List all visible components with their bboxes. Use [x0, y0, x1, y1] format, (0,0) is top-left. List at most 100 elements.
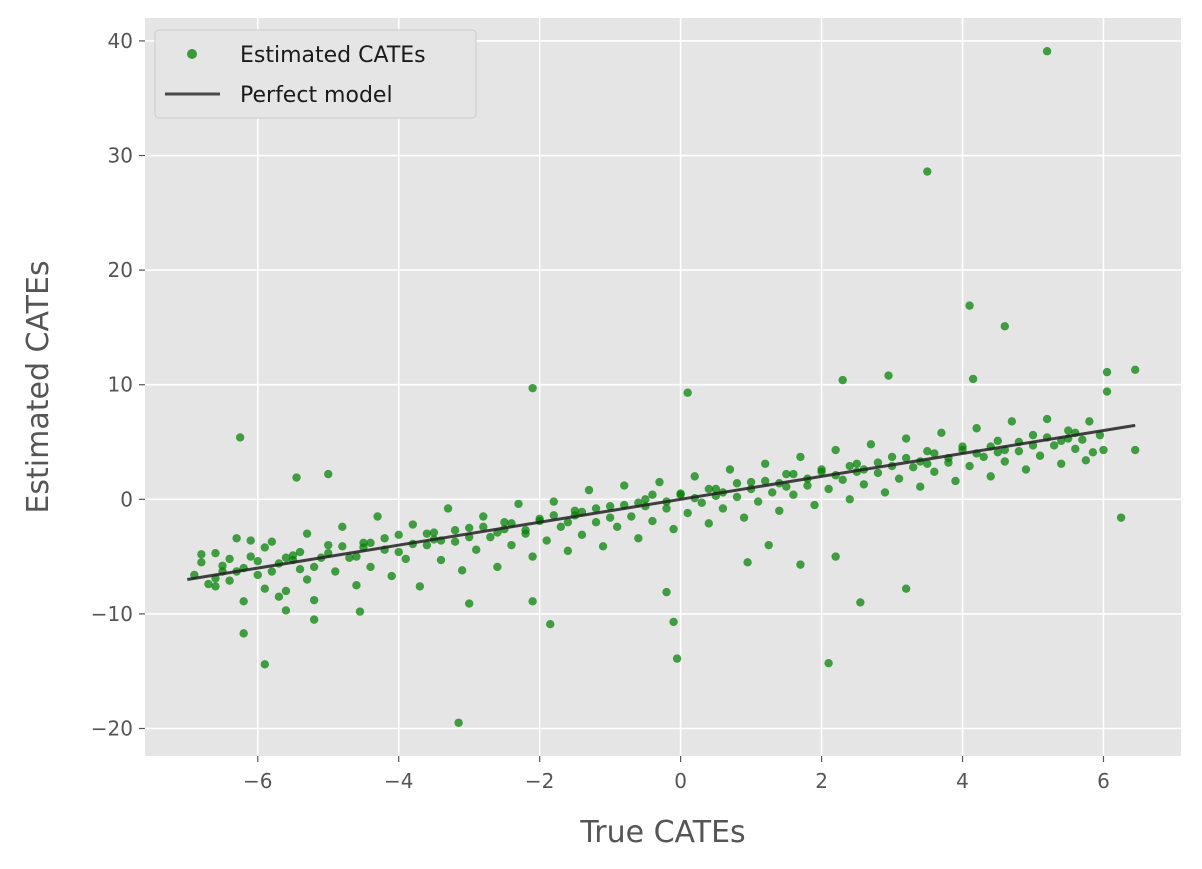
scatter-point: [901, 453, 911, 463]
scatter-point: [387, 571, 396, 581]
scatter-point: [443, 504, 453, 513]
scatter-point: [845, 495, 854, 504]
scatter-point: [577, 530, 587, 540]
scatter-point: [253, 570, 262, 580]
scatter-point: [760, 476, 770, 486]
y-tick-label: 10: [108, 373, 133, 397]
scatter-point: [232, 534, 241, 543]
x-axis-label: True CATEs: [579, 815, 745, 850]
legend-marker-scatter: [187, 49, 197, 59]
scatter-point: [281, 553, 291, 562]
scatter-point: [380, 534, 389, 543]
scatter-point: [894, 474, 904, 483]
scatter-point: [873, 468, 883, 478]
scatter-point: [591, 504, 601, 513]
scatter-point: [1049, 441, 1059, 450]
scatter-point: [764, 540, 773, 550]
scatter-point: [641, 495, 650, 504]
scatter-point: [528, 597, 537, 606]
scatter-point: [338, 542, 347, 551]
scatter-point: [267, 567, 277, 576]
scatter-point: [292, 473, 301, 482]
scatter-point: [549, 511, 558, 520]
scatter-point: [782, 469, 791, 479]
scatter-point: [563, 518, 573, 527]
scatter-point: [1000, 322, 1010, 331]
scatter-point: [901, 584, 911, 593]
scatter-point: [281, 586, 291, 596]
scatter-point: [1028, 430, 1038, 440]
plot-background: [145, 18, 1181, 756]
scatter-point: [605, 501, 615, 511]
scatter-point: [235, 433, 245, 442]
scatter-point: [1021, 465, 1031, 474]
scatter-point: [782, 482, 791, 491]
scatter-point: [225, 554, 234, 564]
scatter-point: [366, 538, 375, 548]
y-tick-label: 0: [120, 487, 133, 511]
scatter-point: [796, 560, 805, 569]
scatter-point: [211, 582, 220, 591]
scatter-point: [253, 556, 262, 566]
scatter-point: [884, 371, 893, 380]
scatter-point: [1102, 387, 1112, 396]
scatter-point: [718, 504, 728, 513]
scatter-point: [260, 543, 270, 552]
scatter-point: [246, 552, 255, 561]
legend-label-scatter: Estimated CATEs: [240, 43, 426, 68]
scatter-point: [1116, 513, 1126, 522]
scatter-point: [479, 522, 488, 532]
scatter-point: [923, 446, 932, 456]
scatter-point: [796, 452, 805, 462]
scatter-point: [1099, 445, 1108, 455]
scatter-point: [408, 520, 418, 529]
scatter-point: [345, 553, 354, 562]
scatter-points: [190, 47, 1140, 727]
scatter-point: [760, 459, 770, 468]
scatter-point: [753, 497, 763, 506]
grid-lines: [145, 18, 1181, 756]
scatter-point: [979, 452, 988, 462]
scatter-point: [937, 428, 946, 438]
scatter-point: [775, 506, 784, 515]
y-tick-label: −10: [91, 602, 133, 626]
scatter-point: [1102, 367, 1112, 377]
scatter-point: [514, 499, 523, 509]
scatter-point: [690, 472, 699, 481]
scatter-point: [711, 484, 721, 494]
scatter-point: [972, 424, 981, 433]
scatter-point: [331, 567, 340, 576]
scatter-point: [683, 508, 692, 518]
scatter-point: [986, 472, 995, 481]
legend: Estimated CATEs Perfect model: [154, 29, 477, 119]
scatter-point: [1130, 445, 1140, 455]
scatter-point: [824, 484, 833, 494]
scatter-point: [1000, 457, 1010, 466]
scatter-point: [429, 528, 439, 537]
scatter-point: [415, 582, 425, 591]
scatter-point: [1007, 417, 1017, 426]
scatter-point: [394, 547, 403, 557]
scatter-point: [704, 519, 714, 528]
scatter-point: [584, 485, 594, 495]
scatter-point: [965, 301, 974, 310]
x-tick-label: 0: [674, 769, 687, 793]
scatter-point: [1081, 456, 1091, 465]
scatter-point: [732, 492, 742, 502]
scatter-point: [1042, 414, 1052, 424]
scatter-point: [1056, 459, 1066, 468]
scatter-point: [859, 480, 869, 489]
scatter-point: [373, 512, 382, 521]
scatter-point: [1071, 444, 1080, 454]
scatter-point: [197, 550, 206, 559]
scatter-point: [528, 552, 537, 561]
y-tick-label: 20: [108, 258, 133, 282]
perfect-model-line: [187, 423, 1136, 582]
scatter-point: [1035, 451, 1045, 460]
y-tick-label: −20: [91, 716, 133, 740]
scatter-point: [930, 449, 939, 458]
x-tick-label: 4: [956, 769, 969, 793]
scatter-point: [1085, 417, 1094, 426]
scatter-point: [422, 540, 432, 550]
